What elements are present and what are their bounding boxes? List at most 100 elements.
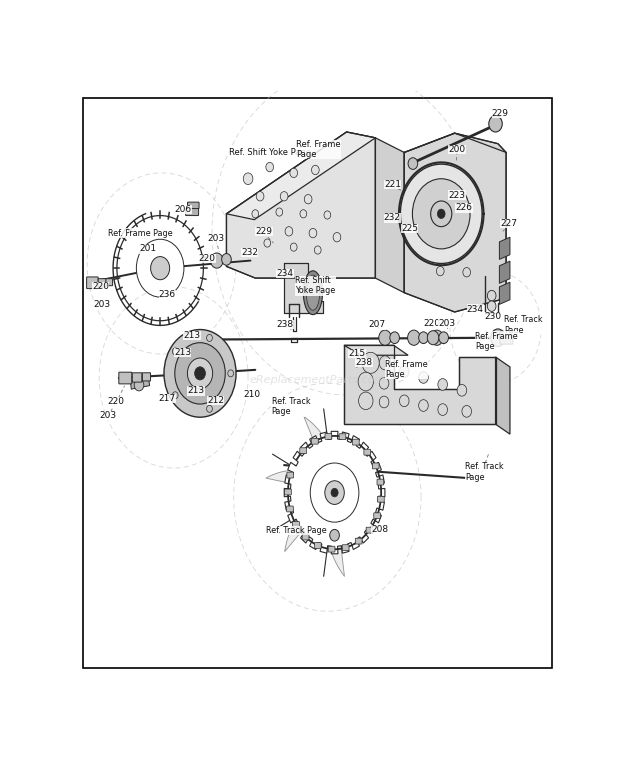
Text: 226: 226 <box>455 203 472 213</box>
Circle shape <box>164 329 236 417</box>
Text: Ref. Shift Yoke Page: Ref. Shift Yoke Page <box>229 148 311 157</box>
Circle shape <box>362 352 379 373</box>
Circle shape <box>431 330 443 345</box>
FancyBboxPatch shape <box>132 373 142 382</box>
Circle shape <box>390 332 399 344</box>
Circle shape <box>206 405 213 412</box>
Text: Ref. Shift
Yoke Page: Ref. Shift Yoke Page <box>295 276 335 295</box>
Circle shape <box>252 209 259 218</box>
Text: Ref. Track
Page: Ref. Track Page <box>504 315 542 335</box>
Circle shape <box>489 115 502 132</box>
Circle shape <box>379 377 389 389</box>
FancyBboxPatch shape <box>364 449 371 455</box>
Polygon shape <box>226 132 376 278</box>
Polygon shape <box>495 357 510 434</box>
Circle shape <box>325 480 344 505</box>
Polygon shape <box>344 345 408 355</box>
Circle shape <box>172 392 178 398</box>
FancyBboxPatch shape <box>300 448 306 454</box>
Circle shape <box>437 209 445 219</box>
Circle shape <box>463 240 471 249</box>
Text: 238: 238 <box>355 357 373 367</box>
FancyBboxPatch shape <box>87 277 98 288</box>
Text: 220: 220 <box>423 320 441 328</box>
Text: 213: 213 <box>188 386 205 395</box>
Text: Ref. Track
Page: Ref. Track Page <box>272 397 310 417</box>
Text: 223: 223 <box>449 191 466 200</box>
Text: 210: 210 <box>243 390 260 399</box>
Circle shape <box>206 335 213 342</box>
Circle shape <box>399 395 409 407</box>
FancyBboxPatch shape <box>373 463 379 469</box>
Circle shape <box>427 331 439 345</box>
Circle shape <box>358 372 373 391</box>
Text: Ref. Frame
Page: Ref. Frame Page <box>475 332 518 351</box>
FancyBboxPatch shape <box>325 433 332 439</box>
Circle shape <box>311 165 319 175</box>
Circle shape <box>379 396 389 408</box>
Circle shape <box>436 266 444 276</box>
Polygon shape <box>404 133 506 312</box>
Circle shape <box>463 210 472 221</box>
Circle shape <box>432 178 444 191</box>
Text: eReplacementParts.com: eReplacementParts.com <box>250 376 386 386</box>
Circle shape <box>195 367 205 380</box>
Text: 203: 203 <box>438 320 455 328</box>
Text: 215: 215 <box>348 349 366 358</box>
Text: 220: 220 <box>199 254 216 263</box>
FancyBboxPatch shape <box>328 546 335 552</box>
FancyBboxPatch shape <box>302 534 309 540</box>
Circle shape <box>487 301 496 311</box>
FancyBboxPatch shape <box>342 545 349 550</box>
FancyBboxPatch shape <box>185 208 198 216</box>
Polygon shape <box>499 282 510 304</box>
FancyBboxPatch shape <box>83 98 552 669</box>
Text: 221: 221 <box>384 180 401 189</box>
Circle shape <box>136 239 184 297</box>
Circle shape <box>487 291 496 301</box>
FancyBboxPatch shape <box>377 479 384 485</box>
Text: 220: 220 <box>92 282 109 291</box>
Circle shape <box>243 173 253 184</box>
Circle shape <box>418 332 428 344</box>
Circle shape <box>379 330 391 345</box>
Circle shape <box>418 372 428 383</box>
Polygon shape <box>376 138 404 293</box>
Circle shape <box>222 254 231 265</box>
Text: 232: 232 <box>384 213 401 222</box>
Circle shape <box>285 227 293 236</box>
Circle shape <box>256 191 264 201</box>
Circle shape <box>463 268 471 277</box>
FancyBboxPatch shape <box>285 489 291 495</box>
Polygon shape <box>304 417 336 493</box>
Text: 200: 200 <box>448 145 466 154</box>
FancyBboxPatch shape <box>339 434 346 439</box>
Circle shape <box>461 176 471 187</box>
Polygon shape <box>284 431 385 554</box>
Polygon shape <box>284 263 322 313</box>
FancyBboxPatch shape <box>353 439 359 445</box>
Circle shape <box>331 488 338 497</box>
Circle shape <box>462 405 472 417</box>
FancyBboxPatch shape <box>119 372 132 384</box>
FancyBboxPatch shape <box>143 373 151 381</box>
Circle shape <box>412 179 470 249</box>
FancyBboxPatch shape <box>106 279 113 285</box>
Circle shape <box>407 330 420 345</box>
Circle shape <box>266 162 273 172</box>
Circle shape <box>399 366 409 377</box>
Circle shape <box>172 348 178 355</box>
Circle shape <box>309 228 317 238</box>
Circle shape <box>330 530 339 541</box>
Ellipse shape <box>306 276 320 310</box>
Polygon shape <box>499 237 510 260</box>
Circle shape <box>457 385 467 396</box>
Text: 207: 207 <box>369 320 386 329</box>
Circle shape <box>491 329 505 346</box>
Circle shape <box>438 240 446 249</box>
Polygon shape <box>285 493 335 552</box>
Text: 234: 234 <box>467 304 484 313</box>
Circle shape <box>324 211 330 219</box>
Polygon shape <box>344 345 495 424</box>
Circle shape <box>211 253 223 268</box>
